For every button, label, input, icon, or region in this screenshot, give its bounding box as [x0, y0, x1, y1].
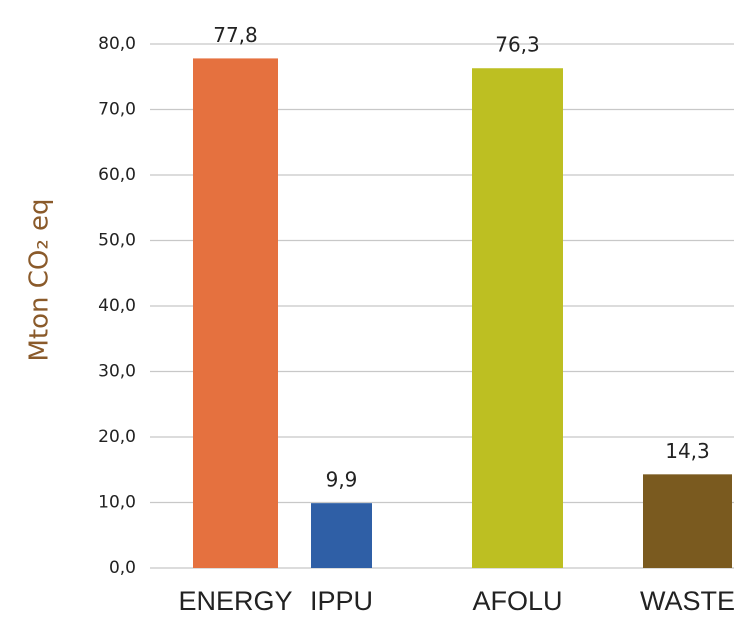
- x-tick-label: IPPU: [310, 586, 373, 616]
- value-label: 9,9: [326, 468, 358, 492]
- y-tick-label: 50,0: [98, 231, 136, 251]
- y-tick-label: 40,0: [98, 296, 136, 316]
- y-tick-label: 0,0: [109, 558, 136, 578]
- value-label: 76,3: [495, 33, 540, 57]
- y-tick-label: 10,0: [98, 493, 136, 513]
- y-tick-label: 80,0: [98, 34, 136, 54]
- x-tick-label: ENERGY: [178, 586, 292, 616]
- y-tick-label: 70,0: [98, 100, 136, 120]
- y-tick-label: 20,0: [98, 427, 136, 447]
- x-tick-label: WASTE: [640, 586, 734, 616]
- bar: [311, 503, 372, 568]
- y-tick-label: 60,0: [98, 165, 136, 185]
- value-label: 77,8: [213, 23, 258, 47]
- y-tick-label: 30,0: [98, 362, 136, 382]
- bar: [193, 58, 278, 568]
- bar: [643, 474, 732, 568]
- bar: [472, 68, 563, 569]
- y-axis-label: Mton CO₂ eq: [25, 198, 55, 361]
- x-tick-label: AFOLU: [472, 586, 562, 616]
- value-label: 14,3: [665, 439, 710, 463]
